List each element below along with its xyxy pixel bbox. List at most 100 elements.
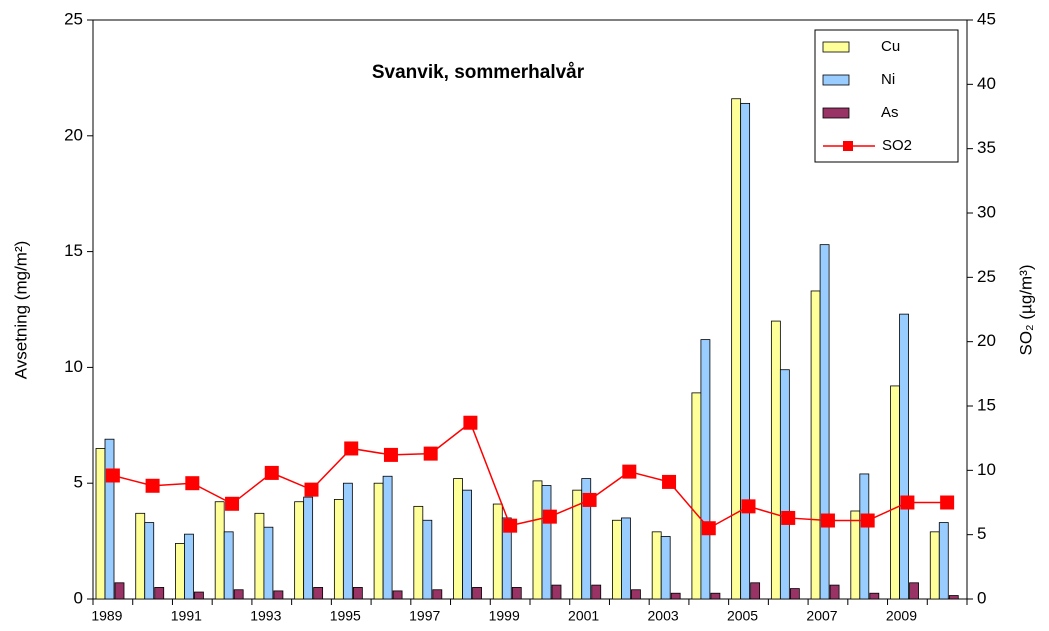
bar [511,587,522,600]
bar [779,369,790,600]
marker [820,513,835,528]
y2-tick-label: 10 [977,460,996,479]
legend-swatch [822,41,850,53]
bar [532,480,543,600]
x-tick-label: 2009 [886,608,917,624]
bar [422,519,433,600]
marker [900,495,915,510]
bar [541,485,552,600]
x-tick-label: 2001 [568,608,599,624]
marker [860,513,875,528]
bar [670,592,681,600]
bar [612,519,622,600]
bar [621,517,631,600]
marker [185,476,200,491]
bar [333,499,344,600]
bar [352,587,363,600]
bar [819,244,830,600]
marker [225,496,240,511]
x-tick-label: 1995 [330,608,361,624]
bar [850,510,861,600]
bar [899,313,909,600]
marker [344,441,359,456]
bar [750,582,761,600]
bar [254,512,265,600]
bar [591,584,602,600]
bar [373,482,384,600]
marker [622,464,637,479]
y2-tick-label: 25 [977,267,996,286]
x-tick-label: 1989 [91,608,122,624]
x-tick-label: 2003 [648,608,679,624]
legend-label: As [881,104,899,121]
bar [382,475,393,600]
y2-tick-label: 40 [977,74,996,93]
bar [770,320,781,600]
bar [859,473,870,600]
bar [740,102,751,600]
bar [938,522,949,600]
marker [662,474,677,489]
bar [432,589,443,600]
x-tick-label: 1991 [171,608,202,624]
y2-tick-label: 35 [977,138,996,157]
bar [472,587,482,600]
bar [789,588,800,600]
y2-tick-label: 15 [977,395,996,414]
bar [273,590,284,600]
bar [233,589,244,600]
x-tick-label: 1997 [409,608,440,624]
bar [651,531,662,600]
marker [145,478,160,493]
bar [462,489,472,600]
bar [114,582,125,600]
bar [144,522,155,600]
marker [503,518,518,533]
bar [631,589,641,600]
y2-tick-label: 0 [977,588,986,607]
bar [392,590,403,600]
legend-marker [843,141,853,151]
bar [342,482,353,600]
bar [214,501,225,600]
legend-swatch [822,107,850,119]
bar [413,505,424,600]
y-tick-label: 0 [74,588,83,607]
bar [909,582,919,600]
marker [542,509,557,524]
marker [304,482,319,497]
marker [701,521,716,536]
y-axis-label: Avsetning (mg/m²) [11,241,30,380]
bar [948,595,959,600]
bar [700,339,711,600]
bar [294,501,305,600]
marker [741,499,756,514]
bar [453,478,463,600]
x-tick-label: 2007 [806,608,837,624]
y2-tick-label: 5 [977,524,986,543]
bar [303,496,314,600]
x-tick-label: 1993 [250,608,281,624]
marker [383,447,398,462]
bar [175,543,185,600]
line [112,421,948,530]
bar [135,512,146,600]
bar [829,584,840,600]
marker [423,446,438,461]
y-tick-label: 15 [64,241,83,260]
y2-tick-label: 30 [977,202,996,221]
legend-label: SO2 [882,137,912,154]
bar [731,98,742,600]
marker [582,492,597,507]
bar [869,592,880,600]
y2-tick-label: 20 [977,331,996,350]
legend-label: Cu [881,38,900,55]
y2-tick-label: 45 [977,9,996,28]
y-tick-label: 20 [64,125,83,144]
bar [660,536,671,600]
bar [263,526,274,600]
bar [581,478,592,600]
bar [95,448,106,600]
bar [104,438,115,600]
